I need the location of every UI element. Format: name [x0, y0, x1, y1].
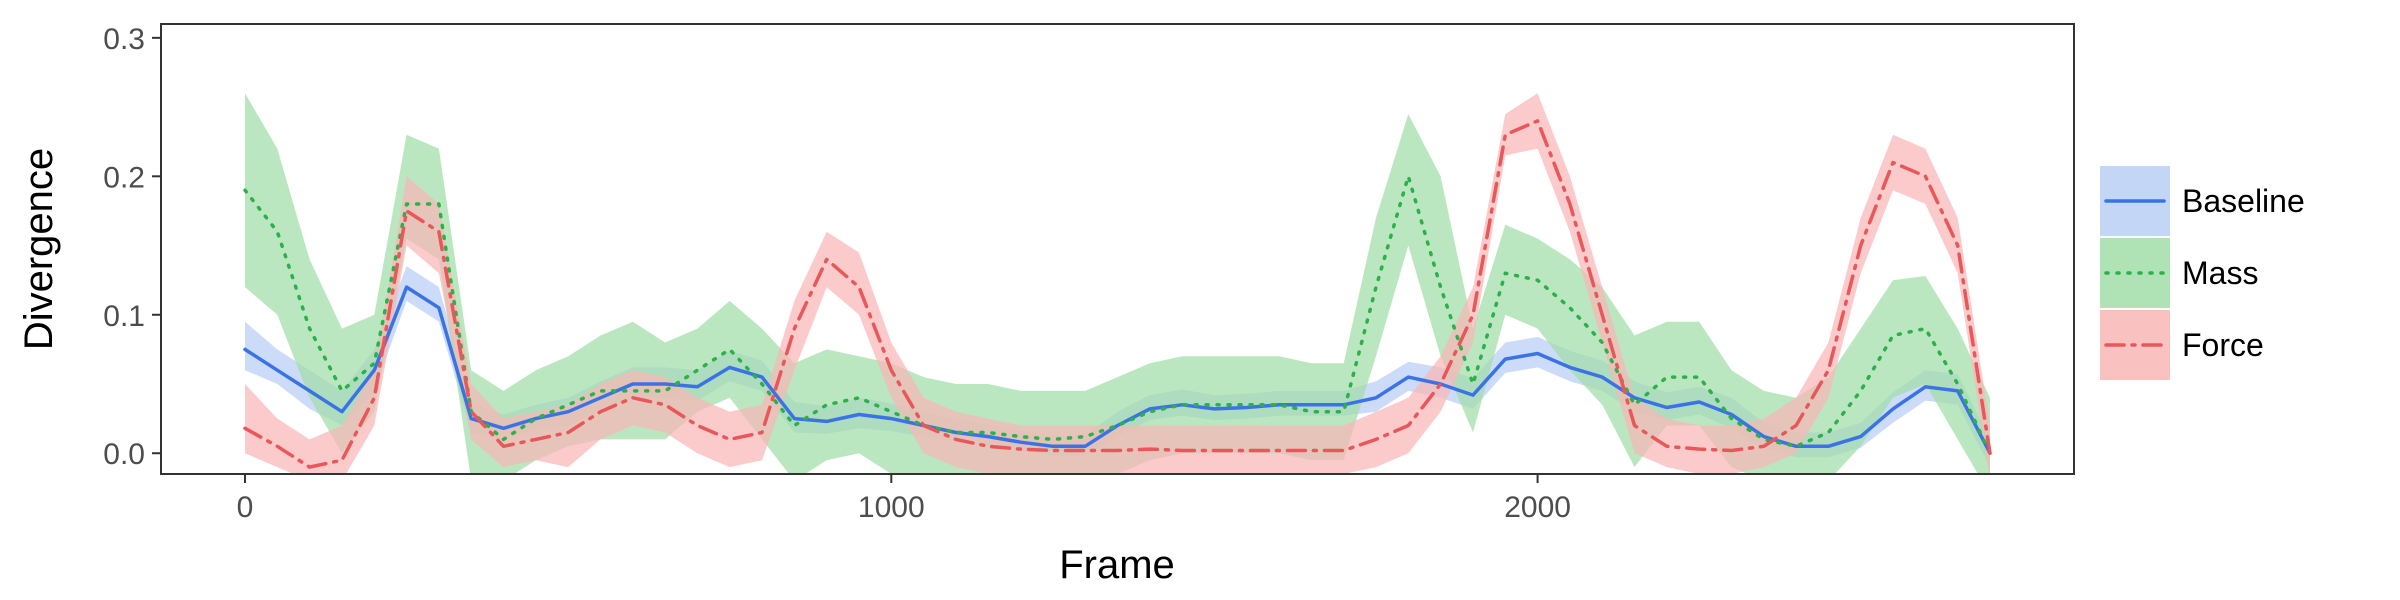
mass-confidence-band: [245, 93, 1990, 474]
x-axis-title: Frame: [1059, 543, 1175, 587]
legend-label-mass: Mass: [2182, 255, 2258, 291]
legend-item-mass: Mass: [2100, 238, 2258, 308]
baseline-line: [243, 285, 1992, 455]
series-lines: [243, 119, 1992, 469]
y-tick-label: 0.0: [103, 438, 145, 471]
force-line: [243, 119, 1992, 469]
y-axis: 0.0 0.1 0.2 0.3: [103, 23, 161, 471]
y-tick-label: 0.1: [103, 300, 145, 333]
x-axis: 0 1000 2000: [237, 474, 1571, 524]
x-tick-label: 0: [237, 491, 254, 524]
y-tick-label: 0.3: [103, 23, 145, 56]
x-tick-label: 2000: [1504, 491, 1571, 524]
legend-label-baseline: Baseline: [2182, 183, 2305, 219]
force-confidence-band: [245, 93, 1990, 474]
y-axis-title: Divergence: [17, 148, 61, 350]
legend-key-mass: [2100, 238, 2170, 308]
legend: Baseline Mass Force: [2100, 166, 2305, 380]
legend-item-baseline: Baseline: [2100, 166, 2305, 236]
x-tick-label: 1000: [858, 491, 925, 524]
y-tick-label: 0.2: [103, 161, 145, 194]
plot-panel-border: [160, 23, 2075, 475]
legend-item-force: Force: [2100, 310, 2264, 380]
confidence-bands: [245, 93, 1990, 474]
legend-label-force: Force: [2182, 327, 2264, 363]
